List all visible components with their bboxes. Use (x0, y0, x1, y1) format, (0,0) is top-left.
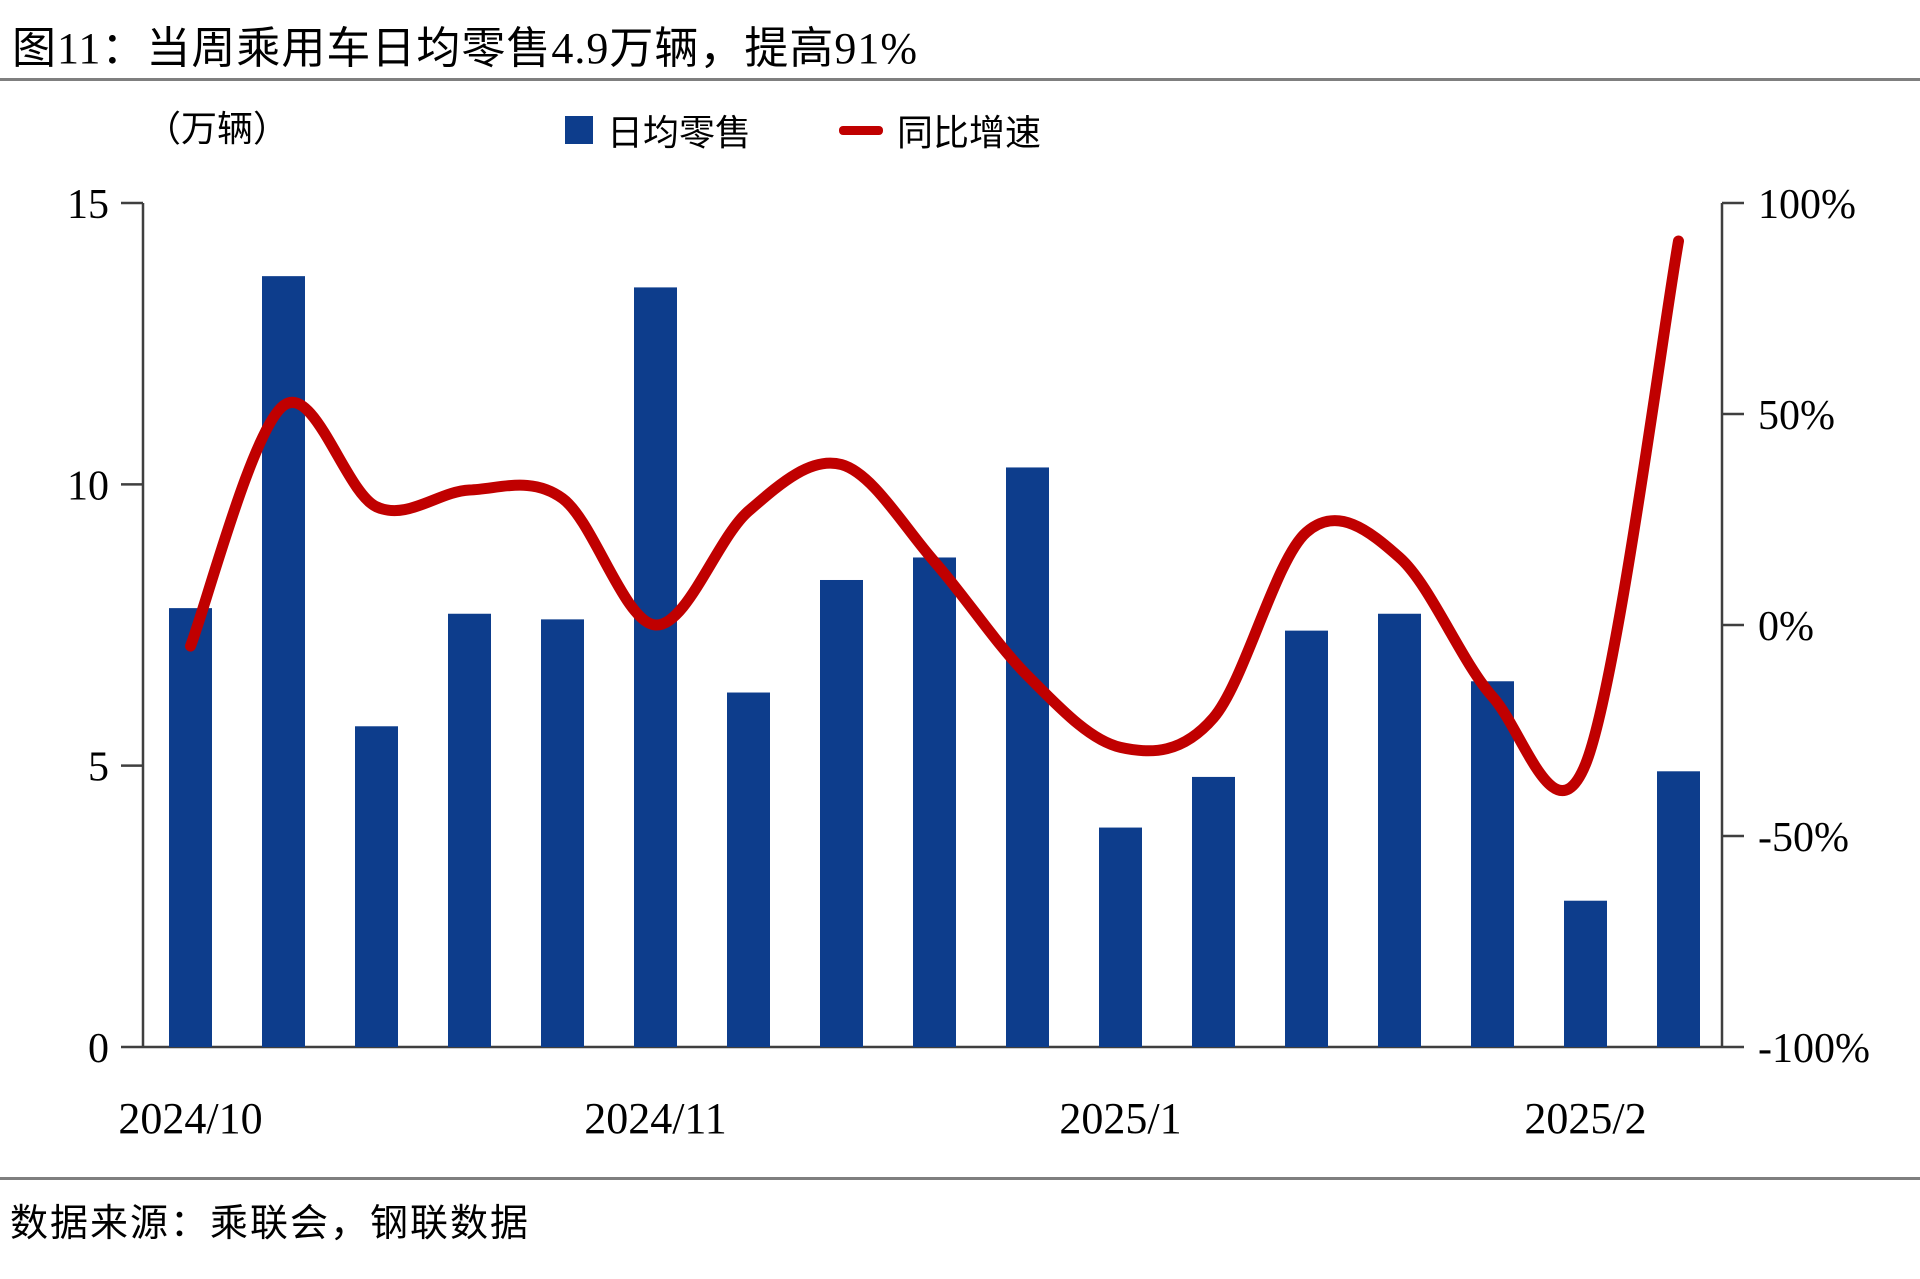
title-divider (0, 78, 1920, 81)
bar-daily-retail (448, 613, 491, 1047)
data-source: 数据来源：乘联会，钢联数据 (10, 1203, 531, 1245)
left-axis-tick-label: 10 (67, 463, 109, 509)
x-axis-label: 2025/1 (1059, 1094, 1181, 1143)
bar-daily-retail (262, 276, 305, 1047)
left-axis-tick-label: 0 (88, 1026, 109, 1072)
bar-daily-retail (1657, 771, 1700, 1047)
x-axis-label: 2025/2 (1524, 1094, 1646, 1143)
bar-daily-retail (1471, 681, 1514, 1047)
left-axis-tick-label: 15 (67, 182, 109, 228)
x-axis-label: 2024/10 (118, 1094, 262, 1143)
bar-daily-retail (1006, 467, 1049, 1047)
bar-daily-retail (1285, 630, 1328, 1047)
bar-daily-retail (169, 608, 212, 1047)
legend: 日均零售 同比增速 (565, 104, 1041, 156)
bar-daily-retail (355, 726, 398, 1047)
chart-title: 图11：当周乘用车日均零售4.9万辆，提高91% (12, 24, 919, 73)
bar-daily-retail (913, 557, 956, 1047)
bar-daily-retail (820, 579, 863, 1047)
legend-label-line: 同比增速 (897, 113, 1042, 153)
x-axis-label: 2024/11 (584, 1094, 727, 1143)
legend-item-line: 同比增速 (839, 104, 1041, 156)
right-axis-tick-label: 0% (1758, 604, 1814, 650)
bar-daily-retail (1099, 827, 1142, 1047)
legend-item-bars: 日均零售 (565, 104, 751, 156)
bar-daily-retail (1564, 900, 1607, 1047)
left-axis-unit-label: （万辆） (145, 109, 290, 149)
left-axis-tick-label: 5 (88, 745, 109, 791)
legend-label-bars: 日均零售 (607, 113, 752, 153)
line-series-swatch (839, 125, 884, 135)
yoy-growth-line (185, 235, 1684, 796)
right-axis-tick-label: -50% (1758, 815, 1849, 861)
right-axis-tick-label: 100% (1758, 182, 1856, 228)
right-axis-tick-label: 50% (1758, 393, 1835, 439)
footer-divider (0, 1177, 1920, 1180)
right-axis-tick-label: -100% (1758, 1026, 1870, 1072)
bar-daily-retail (727, 692, 770, 1047)
bar-series-swatch (565, 116, 593, 144)
bar-daily-retail (1378, 613, 1421, 1047)
bar-daily-retail (634, 287, 677, 1047)
bar-daily-retail (1192, 776, 1235, 1047)
bar-daily-retail (541, 619, 584, 1047)
